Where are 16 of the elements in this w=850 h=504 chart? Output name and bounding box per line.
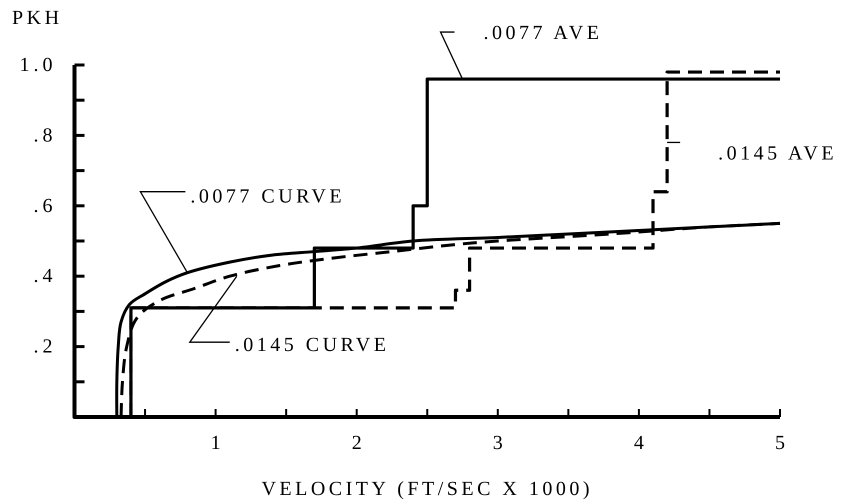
- x-tick-label: 3: [492, 432, 503, 454]
- x-tick-label: 2: [352, 432, 362, 454]
- y-tick-label: 1.0: [20, 54, 56, 76]
- x-tick-label: 4: [634, 432, 644, 454]
- y-tick-label: .2: [34, 336, 56, 358]
- y-tick-label: .6: [34, 194, 56, 217]
- annotation: .0077 AVE: [484, 22, 602, 44]
- x-axis-title: VELOCITY (FT/SEC X 1000): [261, 478, 594, 500]
- x-tick-label: 1: [210, 432, 221, 454]
- annotation: .0145 CURVE: [234, 334, 390, 356]
- x-tick-label: 5: [775, 432, 785, 454]
- y-axis-title: PKH: [12, 7, 63, 29]
- y-tick-label: .4: [34, 265, 56, 288]
- annotation: .0077 CURVE: [190, 186, 346, 208]
- y-tick-label: .8: [34, 124, 56, 146]
- annotation: .0145 AVE: [718, 142, 838, 164]
